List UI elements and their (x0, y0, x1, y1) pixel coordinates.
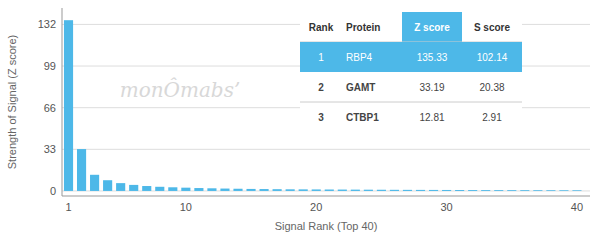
table-cell: 2 (318, 82, 324, 93)
grid-line (62, 190, 590, 191)
table-cell: 135.33 (417, 52, 448, 63)
bar (260, 189, 269, 191)
bar (90, 175, 99, 191)
bar (64, 20, 73, 191)
table-cell: 12.81 (419, 112, 444, 123)
table-highlight-row (300, 42, 522, 72)
bar (129, 185, 138, 191)
bar (377, 190, 386, 191)
y-tick-label: 33 (44, 143, 56, 155)
table-header: Z score (414, 22, 450, 33)
table: Rank Protein Z score S score 1 RBP4 135.33 102.… (300, 12, 522, 132)
bar (364, 190, 373, 191)
bar (520, 190, 529, 192)
y-axis-line (62, 8, 63, 196)
table-cell: 102.14 (477, 52, 508, 63)
bar (494, 190, 503, 192)
bar (338, 190, 347, 191)
table-cell: 3 (318, 112, 324, 123)
table-cell: 20.38 (479, 82, 504, 93)
bar (351, 190, 360, 191)
x-tick-label: 10 (180, 201, 192, 213)
bar (142, 186, 151, 191)
bar (246, 189, 255, 191)
y-tick-label: 66 (44, 102, 56, 114)
y-tick-label: 132 (38, 18, 56, 30)
bar (233, 189, 242, 191)
bar (481, 190, 490, 192)
y-axis-label: Strength of Signal (Z score) (6, 35, 18, 170)
bar (390, 190, 399, 191)
bar (286, 189, 295, 191)
table-cell: 2.91 (482, 112, 502, 123)
x-axis-label: Signal Rank (Top 40) (275, 220, 378, 232)
bar (325, 190, 334, 191)
table-header: Rank (309, 22, 334, 33)
table-cell: 1 (318, 52, 324, 63)
x-tick-label: 20 (310, 201, 322, 213)
bar (546, 190, 555, 192)
bar (77, 149, 86, 191)
bar (507, 190, 516, 192)
table-cell: RBP4 (346, 52, 373, 63)
bar (181, 188, 190, 191)
bar (533, 190, 542, 192)
table-divider (300, 102, 522, 103)
grid-line (62, 149, 590, 150)
table-header: S score (474, 22, 511, 33)
x-tick-label: 30 (440, 201, 452, 213)
bar (168, 187, 177, 191)
table-header-highlight (402, 12, 462, 42)
table-cell: 33.19 (419, 82, 444, 93)
bar (468, 190, 477, 192)
bar (572, 190, 581, 192)
bar (207, 188, 216, 191)
chart: monÔmabs’0336699132110203040Signal Rank … (0, 0, 600, 241)
bar (559, 190, 568, 192)
bar (455, 190, 464, 192)
x-axis-line (62, 196, 590, 197)
bar (155, 187, 164, 191)
bar (103, 180, 112, 191)
y-tick-label: 0 (50, 185, 56, 197)
x-tick-label: 40 (571, 201, 583, 213)
bar (416, 190, 425, 191)
bar (194, 188, 203, 191)
bar (299, 189, 308, 191)
bar (442, 189, 451, 191)
watermark: monÔmabs’ (120, 77, 241, 102)
bar (273, 189, 282, 191)
bar (403, 190, 412, 191)
table-background (300, 12, 522, 132)
table-header: Protein (346, 22, 380, 33)
bar (220, 189, 229, 191)
y-tick-label: 99 (44, 60, 56, 72)
bar (429, 190, 438, 191)
table-cell: GAMT (346, 82, 375, 93)
table-cell: CTBP1 (346, 112, 379, 123)
bar (312, 189, 321, 191)
bar (116, 183, 125, 191)
x-tick-label: 1 (65, 201, 71, 213)
